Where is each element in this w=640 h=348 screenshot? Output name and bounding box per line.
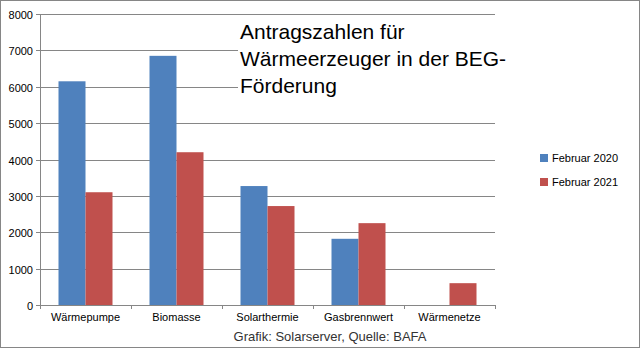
legend-label: Februar 2021 xyxy=(552,176,618,188)
x-tick-mark xyxy=(131,305,132,309)
y-tick-label: 1000 xyxy=(9,264,33,276)
legend-swatch xyxy=(540,178,548,186)
bar xyxy=(359,223,386,305)
bar xyxy=(268,206,295,305)
tick-mark xyxy=(36,160,40,161)
y-tick-label: 6000 xyxy=(9,82,33,94)
page: {"chart_data": {"type": "bar", "title": … xyxy=(0,0,640,348)
x-tick-label: Gasbrennwert xyxy=(324,311,393,323)
x-tick-mark xyxy=(222,305,223,309)
grid-line xyxy=(40,305,495,306)
title: Antragszahlen für Wärmeerzeuger in der B… xyxy=(238,16,534,101)
source-note: Grafik: Solarserver, Quelle: BAFA xyxy=(234,329,427,344)
tick-mark xyxy=(36,269,40,270)
x-tick-label: Biomasse xyxy=(152,311,200,323)
y-tick-label: 2000 xyxy=(9,227,33,239)
tick-mark xyxy=(36,14,40,15)
y-axis xyxy=(40,14,41,305)
x-tick-mark xyxy=(495,305,496,309)
y-tick-label: 3000 xyxy=(9,191,33,203)
tick-mark xyxy=(36,123,40,124)
x-tick-mark xyxy=(40,305,41,309)
tick-mark xyxy=(36,87,40,88)
grid-line xyxy=(40,160,495,161)
bar xyxy=(150,56,177,305)
legend-swatch xyxy=(540,154,548,162)
bar xyxy=(332,239,359,305)
frame xyxy=(1,1,640,348)
grid-line xyxy=(40,14,495,15)
y-tick-label: 7000 xyxy=(9,45,33,57)
tick-mark xyxy=(36,305,40,306)
x-tick-label: Wärmepumpe xyxy=(51,311,120,323)
tick-mark xyxy=(36,232,40,233)
bar xyxy=(59,81,86,305)
bar xyxy=(86,192,113,305)
x-tick-label: Wärmenetze xyxy=(418,311,480,323)
tick-mark xyxy=(36,50,40,51)
x-tick-mark xyxy=(313,305,314,309)
x-tick-label: Solarthermie xyxy=(236,311,298,323)
bar xyxy=(177,152,204,305)
y-tick-label: 8000 xyxy=(9,9,33,21)
legend-label: Februar 2020 xyxy=(552,152,618,164)
bar xyxy=(241,186,268,305)
bar xyxy=(450,283,477,305)
y-tick-label: 5000 xyxy=(9,118,33,130)
y-tick-label: 4000 xyxy=(9,155,33,167)
bar xyxy=(423,305,450,306)
x-tick-mark xyxy=(404,305,405,309)
y-tick-label: 0 xyxy=(27,300,33,312)
tick-mark xyxy=(36,196,40,197)
grid-line xyxy=(40,123,495,124)
x-axis xyxy=(40,305,495,306)
